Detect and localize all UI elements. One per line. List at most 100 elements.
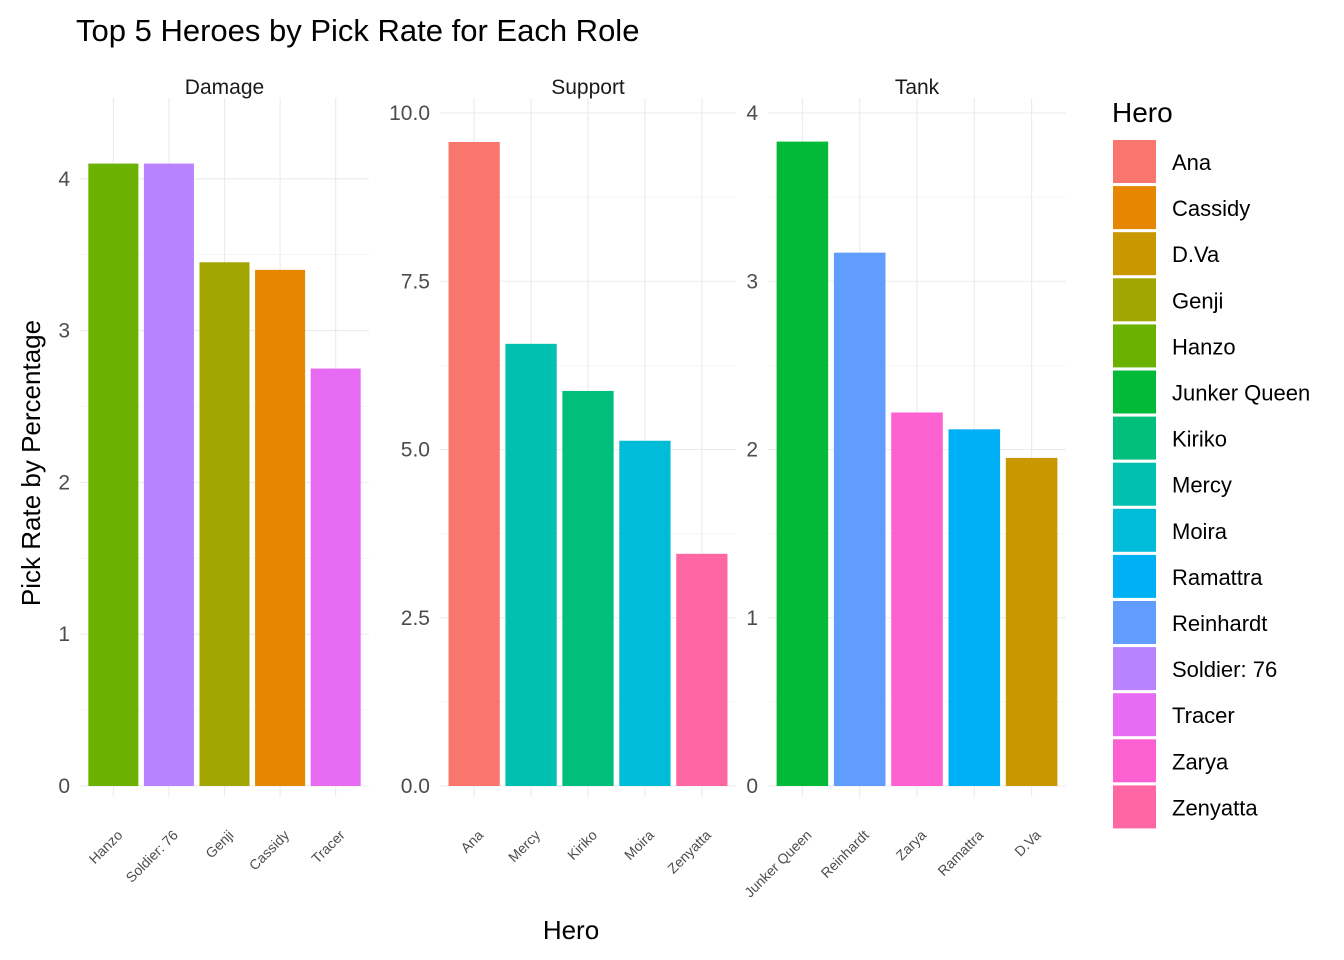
x-tick-label: Zenyatta (664, 827, 714, 877)
legend-label: Kiriko (1172, 427, 1227, 452)
x-tick-label: Kiriko (564, 827, 600, 863)
bar-cassidy (255, 269, 306, 786)
bar-ramattra (948, 429, 1001, 786)
legend-item: Mercy (1113, 462, 1232, 506)
legend-label: Junker Queen (1172, 381, 1310, 406)
x-tick-label: Reinhardt (818, 827, 872, 881)
legend-swatch (1113, 647, 1156, 691)
legend-swatch (1113, 693, 1156, 737)
y-tick-label: 3 (746, 270, 758, 293)
legend-label: Soldier: 76 (1172, 657, 1277, 682)
bar-kiriko (562, 390, 614, 786)
legend-swatch (1113, 140, 1156, 183)
x-tick-label: Genji (202, 827, 236, 861)
legend-label: Ramattra (1172, 565, 1263, 590)
y-tick-label: 10.0 (389, 102, 430, 125)
bar-reinhardt (833, 252, 886, 786)
y-tick-label: 4 (746, 102, 758, 125)
x-tick-label: Ramattra (934, 827, 986, 879)
legend-swatch (1113, 508, 1156, 552)
y-tick-label: 0 (58, 775, 70, 798)
facet-strip-label: Tank (895, 76, 940, 99)
x-axis-title: Hero (543, 915, 599, 945)
x-tick-label: Zarya (892, 827, 929, 864)
bar-hanzo (88, 163, 139, 787)
legend-label: Zenyatta (1172, 795, 1258, 820)
legend-swatch (1113, 462, 1156, 506)
x-tick-label: Tracer (308, 827, 348, 867)
legend-label: Reinhardt (1172, 611, 1267, 636)
x-tick-label: D.Va (1011, 827, 1044, 860)
legend-label: Mercy (1172, 473, 1232, 498)
y-tick-label: 0.0 (401, 775, 430, 798)
legend-item: Tracer (1113, 693, 1235, 737)
bar-junker-queen (776, 141, 829, 787)
legend-item: Hanzo (1113, 324, 1236, 368)
facet-support: 0.0 2.5 5.0 7.5 10.0 Support Ana Mercy Kiriko Moi… (389, 76, 736, 877)
legend-label: Cassidy (1172, 196, 1250, 221)
legend-title: Hero (1112, 97, 1173, 128)
y-tick-label: 2.5 (401, 607, 430, 630)
y-tick-label: 5.0 (401, 439, 430, 462)
legend-label: Moira (1172, 519, 1228, 544)
bar-tracer (310, 368, 361, 786)
y-tick-label: 1 (746, 607, 758, 630)
x-tick-label: Cassidy (246, 827, 293, 874)
bar-mercy (505, 343, 557, 786)
bar-ana (448, 141, 500, 787)
legend-item: Ana (1113, 140, 1212, 183)
legend-label: D.Va (1172, 242, 1220, 267)
legend-swatch (1113, 554, 1156, 598)
legend-item: Genji (1113, 278, 1223, 322)
legend-item: D.Va (1113, 232, 1220, 276)
facet-strip-label: Support (551, 76, 625, 99)
bar-moira (619, 440, 671, 786)
legend-swatch (1113, 739, 1156, 783)
legend-item: Ramattra (1113, 554, 1263, 598)
legend-item: Soldier: 76 (1113, 647, 1277, 691)
x-tick-label: Soldier: 76 (122, 827, 181, 886)
y-tick-label: 1 (58, 623, 70, 646)
y-tick-label: 7.5 (401, 270, 430, 293)
legend-swatch (1113, 232, 1156, 276)
x-tick-label: Mercy (505, 827, 543, 865)
chart-title: Top 5 Heroes by Pick Rate for Each Role (76, 13, 639, 48)
legend-swatch (1113, 370, 1156, 414)
legend-swatch (1113, 186, 1156, 230)
legend-label: Zarya (1172, 749, 1229, 774)
legend-swatch (1113, 324, 1156, 368)
bar-zarya (891, 412, 943, 786)
y-tick-label: 3 (58, 320, 70, 343)
legend-item: Zenyatta (1113, 785, 1258, 829)
legend-label: Ana (1172, 150, 1212, 175)
legend: Ana Cassidy D.Va Genji Hanzo Junker Queen Kiri… (1113, 140, 1310, 829)
x-tick-label: Moira (621, 827, 657, 863)
legend-item: Zarya (1113, 739, 1229, 783)
legend-swatch (1113, 278, 1156, 322)
legend-label: Genji (1172, 288, 1223, 313)
legend-item: Kiriko (1113, 416, 1227, 460)
y-tick-label: 4 (58, 168, 70, 191)
bar-genji (199, 262, 250, 787)
legend-item: Cassidy (1113, 186, 1250, 230)
x-tick-label: Ana (457, 827, 486, 856)
y-tick-label: 2 (746, 439, 758, 462)
x-tick-label: Junker Queen (741, 827, 815, 901)
y-tick-label: 0 (746, 775, 758, 798)
legend-swatch (1113, 416, 1156, 460)
facet-strip-label: Damage (185, 76, 264, 99)
y-axis-title: Pick Rate by Percentage (16, 320, 46, 606)
legend-swatch (1113, 785, 1156, 829)
legend-item: Reinhardt (1113, 601, 1267, 644)
facet-tank: 0 1 2 3 4 Tank Junker Queen Reinhardt Zarya Ramat… (741, 76, 1066, 900)
legend-label: Tracer (1172, 703, 1235, 728)
bar-d-va (1005, 457, 1058, 786)
x-tick-label: Hanzo (86, 827, 126, 867)
bar-zenyatta (676, 553, 728, 786)
bar-soldier-76 (143, 163, 194, 787)
legend-item: Moira (1113, 508, 1228, 552)
